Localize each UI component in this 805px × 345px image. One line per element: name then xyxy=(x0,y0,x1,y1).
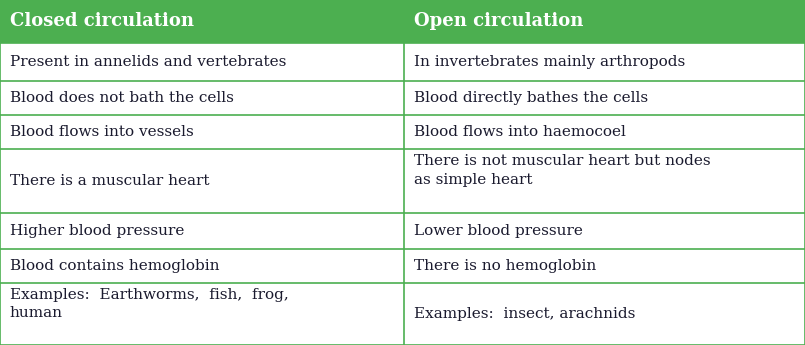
Text: Blood directly bathes the cells: Blood directly bathes the cells xyxy=(414,91,648,106)
Text: Blood contains hemoglobin: Blood contains hemoglobin xyxy=(10,259,219,273)
Text: Open circulation: Open circulation xyxy=(414,12,583,30)
Text: There is not muscular heart but nodes
as simple heart: There is not muscular heart but nodes as… xyxy=(414,155,710,187)
Text: Blood flows into haemocoel: Blood flows into haemocoel xyxy=(414,125,625,139)
Text: Examples:  Earthworms,  fish,  frog,
human: Examples: Earthworms, fish, frog, human xyxy=(10,288,288,321)
Text: There is a muscular heart: There is a muscular heart xyxy=(10,174,209,188)
Text: In invertebrates mainly arthropods: In invertebrates mainly arthropods xyxy=(414,55,685,69)
Text: There is no hemoglobin: There is no hemoglobin xyxy=(414,259,596,273)
Text: Higher blood pressure: Higher blood pressure xyxy=(10,224,184,238)
Bar xyxy=(0,43,805,81)
Bar xyxy=(0,149,805,213)
Bar xyxy=(0,283,805,345)
Text: Present in annelids and vertebrates: Present in annelids and vertebrates xyxy=(10,55,286,69)
Text: Closed circulation: Closed circulation xyxy=(10,12,194,30)
Text: Blood flows into vessels: Blood flows into vessels xyxy=(10,125,193,139)
Bar xyxy=(0,115,805,149)
Text: Blood does not bath the cells: Blood does not bath the cells xyxy=(10,91,233,106)
Bar xyxy=(0,213,805,249)
Bar xyxy=(0,81,805,115)
Bar xyxy=(0,249,805,283)
Text: Examples:  insect, arachnids: Examples: insect, arachnids xyxy=(414,307,635,321)
Bar xyxy=(0,0,404,43)
Text: Lower blood pressure: Lower blood pressure xyxy=(414,224,583,238)
Bar xyxy=(404,0,805,43)
